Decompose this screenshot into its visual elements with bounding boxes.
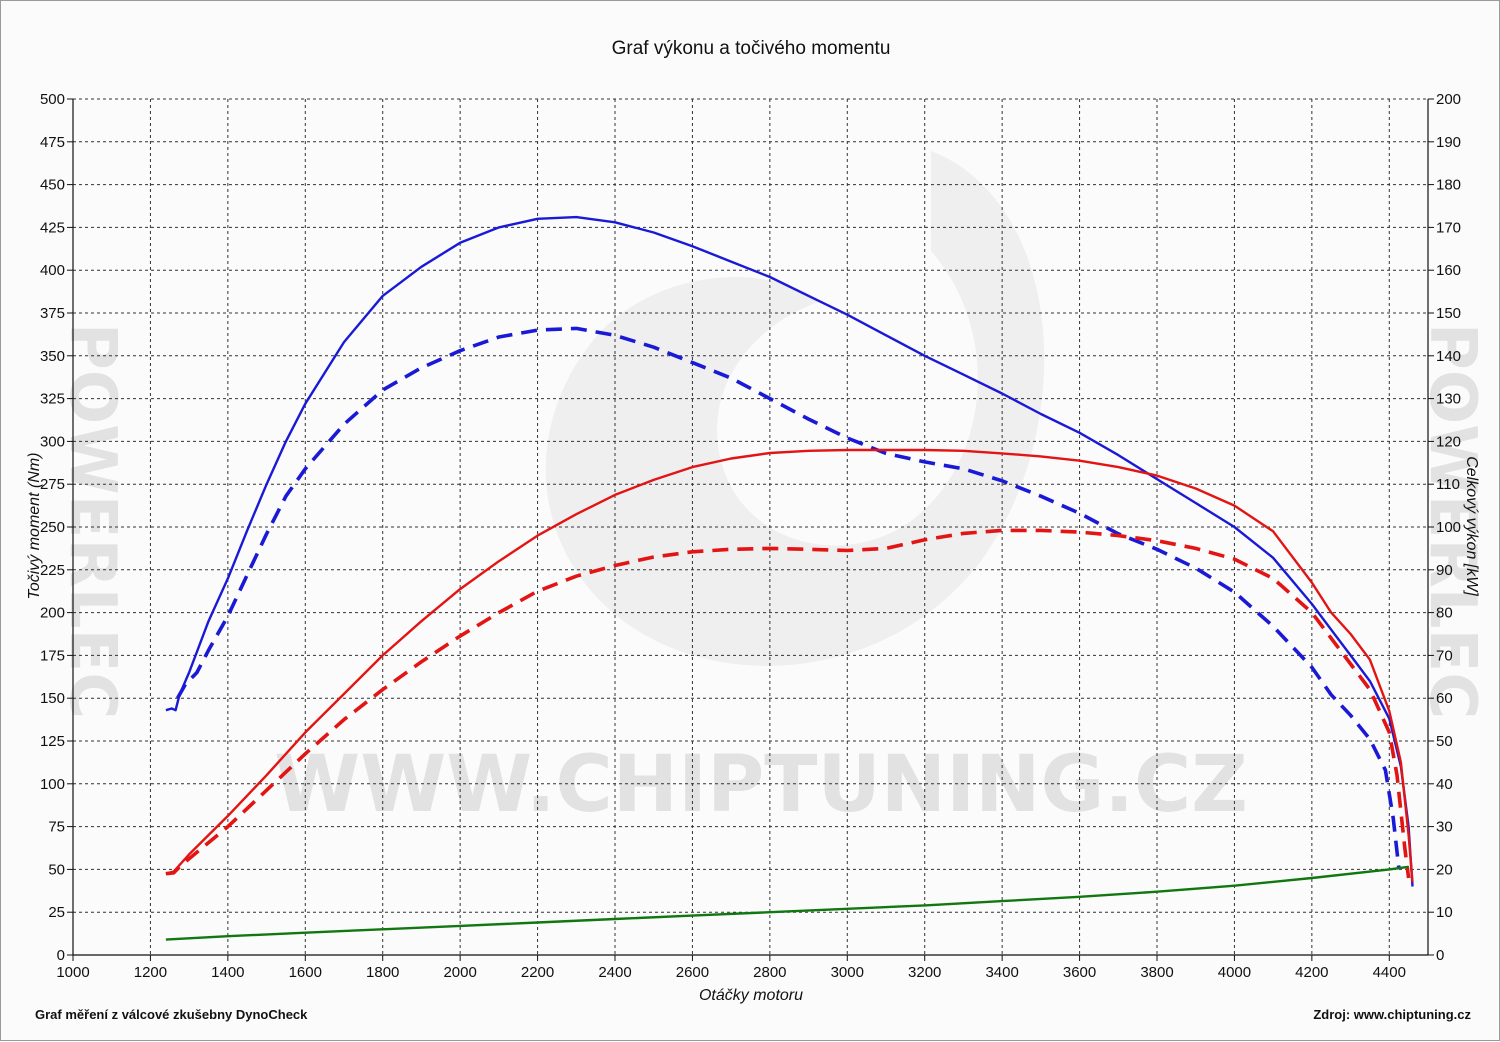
series-line-5: [165, 865, 1409, 941]
x-axis-title: Otáčky motoru: [699, 987, 803, 1004]
y2-tick-label: 140: [1436, 348, 1461, 365]
series-line-3: [165, 448, 1414, 883]
y2-tick-label: 130: [1436, 391, 1461, 408]
y2-tick-label: 0: [1436, 947, 1444, 964]
axis-layer: 0255075100125150175200225250275300325350…: [40, 91, 1461, 981]
x-tick-label: 3200: [908, 964, 941, 981]
y-tick-label: 50: [48, 861, 65, 878]
x-tick-label: 2600: [676, 964, 709, 981]
y-tick-label: 450: [40, 177, 65, 194]
x-tick-label: 4200: [1295, 964, 1328, 981]
x-tick-label: 3600: [1063, 964, 1096, 981]
y-tick-label: 25: [48, 904, 65, 921]
y-axis-title: Točivý moment (Nm): [26, 453, 43, 600]
y-tick-label: 300: [40, 433, 65, 450]
footer-source-link: Zdroj: www.chiptuning.cz: [1313, 1007, 1471, 1022]
x-tick-label: 4000: [1218, 964, 1251, 981]
y-tick-label: 375: [40, 305, 65, 322]
y-tick-label: 475: [40, 134, 65, 151]
series-line-2: [175, 326, 1401, 870]
x-tick-label: 4400: [1373, 964, 1406, 981]
watermark-layer: WWW.CHIPTUNING.CZ POWERLEC POWERLEC: [55, 151, 1489, 830]
x-tick-label: 3800: [1140, 964, 1173, 981]
watermark-side-right: POWERLEC: [1415, 323, 1489, 719]
chart-title: Graf výkonu a točivého momentu: [612, 38, 891, 59]
x-tick-label: 1400: [211, 964, 244, 981]
series-layer: [165, 215, 1414, 941]
series-line-4: [165, 528, 1411, 879]
y2-tick-label: 40: [1436, 776, 1453, 793]
y-tick-label: 400: [40, 262, 65, 279]
y2-tick-label: 60: [1436, 690, 1453, 707]
y-tick-label: 350: [40, 348, 65, 365]
series-line-1: [165, 215, 1414, 887]
x-tick-label: 2200: [521, 964, 554, 981]
x-tick-label: 2000: [443, 964, 476, 981]
x-tick-label: 3000: [831, 964, 864, 981]
y-tick-label: 200: [40, 605, 65, 622]
watermark-logo: [545, 151, 1045, 666]
y-tick-label: 250: [40, 519, 65, 536]
y2-tick-label: 10: [1436, 904, 1453, 921]
y2-tick-label: 120: [1436, 433, 1461, 450]
y-tick-label: 425: [40, 219, 65, 236]
y-tick-label: 75: [48, 819, 65, 836]
y-tick-label: 325: [40, 391, 65, 408]
grid-layer: [73, 98, 1429, 955]
y-tick-label: 500: [40, 91, 65, 108]
x-tick-label: 1600: [289, 964, 322, 981]
y2-axis-title: Celkový výkon [kW]: [1463, 456, 1480, 596]
y2-tick-label: 200: [1436, 91, 1461, 108]
footer-source-note: Graf měření z válcové zkušebny DynoCheck: [35, 1007, 308, 1022]
y-tick-label: 275: [40, 476, 65, 493]
y-tick-label: 150: [40, 690, 65, 707]
watermark-text: WWW.CHIPTUNING.CZ: [274, 740, 1248, 830]
y2-tick-label: 90: [1436, 562, 1453, 579]
x-tick-label: 1200: [134, 964, 167, 981]
x-tick-label: 2800: [753, 964, 786, 981]
y2-tick-label: 170: [1436, 219, 1461, 236]
y2-tick-label: 190: [1436, 134, 1461, 151]
y2-tick-label: 150: [1436, 305, 1461, 322]
y2-tick-label: 180: [1436, 177, 1461, 194]
x-tick-label: 3400: [985, 964, 1018, 981]
y2-tick-label: 100: [1436, 519, 1461, 536]
y2-tick-label: 70: [1436, 647, 1453, 664]
y-tick-label: 100: [40, 776, 65, 793]
y2-tick-label: 20: [1436, 861, 1453, 878]
x-tick-label: 1000: [56, 964, 89, 981]
y-tick-label: 0: [57, 947, 65, 964]
x-tick-label: 2400: [598, 964, 631, 981]
y-tick-label: 175: [40, 647, 65, 664]
y2-tick-label: 30: [1436, 819, 1453, 836]
y2-tick-label: 50: [1436, 733, 1453, 750]
y2-tick-label: 110: [1436, 476, 1460, 493]
y2-tick-label: 160: [1436, 262, 1461, 279]
y-tick-label: 125: [40, 733, 65, 750]
x-tick-label: 1800: [366, 964, 399, 981]
y2-tick-label: 80: [1436, 605, 1453, 622]
watermark-side-left: POWERLEC: [55, 323, 129, 719]
y-tick-label: 225: [40, 562, 65, 579]
